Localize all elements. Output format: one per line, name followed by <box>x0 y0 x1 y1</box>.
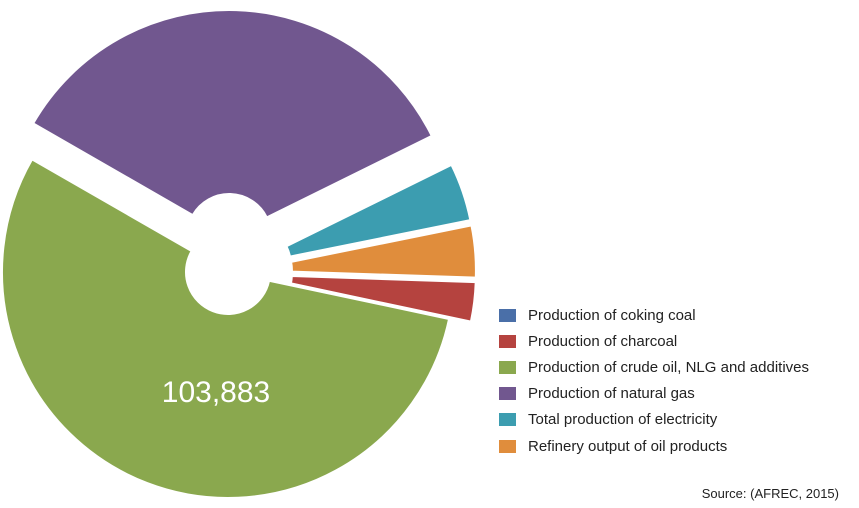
pie-slices <box>1 9 477 499</box>
legend-swatch <box>499 334 516 348</box>
legend-item-coking-coal: Production of coking coal <box>499 302 809 328</box>
pie-slice-total-production-of-electricity <box>285 163 472 258</box>
legend-item-charcoal: Production of charcoal <box>499 328 809 354</box>
pie-slice-production-of-charcoal <box>289 275 477 323</box>
legend-swatch <box>499 308 516 322</box>
legend-swatch <box>499 439 516 453</box>
legend-item-natural-gas: Production of natural gas <box>499 381 809 407</box>
crude-oil-value-label: 103,883 <box>162 376 270 409</box>
legend-swatch <box>499 413 516 427</box>
legend-label: Production of coking coal <box>528 306 696 324</box>
legend-label: Production of charcoal <box>528 332 678 350</box>
legend: Production of coking coal Production of … <box>499 302 809 459</box>
pie-slice-production-of-natural-gas <box>31 9 434 219</box>
legend-item-electricity: Total production of electricity <box>499 407 809 433</box>
legend-item-crude-oil: Production of crude oil, NLG and additiv… <box>499 354 809 380</box>
legend-label: Production of crude oil, NLG and additiv… <box>528 358 809 376</box>
legend-swatch <box>499 360 516 374</box>
legend-item-refinery: Refinery output of oil products <box>499 433 809 459</box>
pie-slice-production-of-crude-oil-nlg-and-additives <box>1 158 451 499</box>
legend-label: Production of natural gas <box>528 385 695 403</box>
legend-swatch <box>499 387 516 401</box>
legend-label: Total production of electricity <box>528 411 718 429</box>
legend-label: Refinery output of oil products <box>528 437 728 455</box>
pie-slice-refinery-output-of-oil-products <box>289 224 477 279</box>
source-note: Source: (AFREC, 2015) <box>701 486 839 501</box>
